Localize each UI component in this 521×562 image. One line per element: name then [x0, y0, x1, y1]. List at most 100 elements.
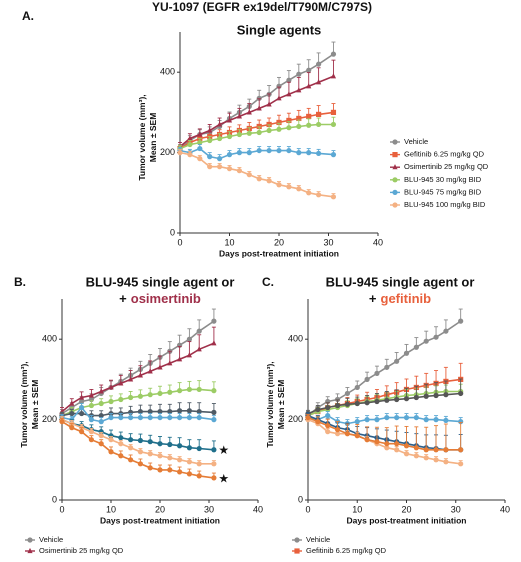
marker: [197, 145, 203, 152]
marker: [69, 425, 75, 431]
series-line: [61, 418, 214, 451]
marker: [330, 109, 337, 115]
marker: [325, 423, 331, 429]
marker: [296, 87, 302, 93]
marker: [325, 412, 331, 419]
y-tick-label: 200: [288, 414, 303, 424]
legend-label: Gefitinib 6.25 mg/kg QD: [306, 546, 387, 555]
marker: [394, 396, 400, 403]
marker: [196, 346, 202, 352]
marker: [196, 445, 202, 452]
marker: [266, 178, 272, 184]
marker: [276, 119, 282, 126]
y-axis-label: Tumor volume (mm³),Mean ± SEM: [19, 361, 40, 447]
marker: [433, 334, 439, 340]
marker: [403, 451, 410, 457]
marker: [137, 372, 143, 378]
marker: [315, 406, 321, 413]
marker: [118, 441, 124, 447]
marker: [384, 441, 390, 447]
marker: [334, 402, 341, 409]
marker: [374, 398, 380, 405]
marker: [316, 192, 322, 198]
marker: [211, 461, 217, 467]
marker: [330, 121, 337, 128]
marker: [458, 318, 464, 324]
marker: [354, 384, 360, 391]
marker: [211, 475, 217, 481]
marker: [147, 465, 153, 471]
x-tick-label: 20: [274, 237, 284, 247]
series-line: [61, 320, 215, 415]
y-axis-label-line: Mean ± SEM: [148, 113, 158, 163]
marker: [236, 113, 242, 119]
legend-label: BLU-945 30 mg/kg BID: [404, 175, 482, 184]
marker: [79, 429, 85, 435]
marker: [423, 417, 429, 423]
marker: [374, 439, 380, 445]
marker: [98, 441, 104, 447]
marker: [217, 156, 223, 162]
marker: [364, 417, 370, 423]
x-axis-label: Days post-treatment initiation: [219, 248, 339, 258]
marker: [118, 396, 124, 403]
marker: [296, 123, 302, 130]
marker: [177, 469, 183, 475]
chart-title: BLU-945 single agent or: [326, 274, 475, 289]
marker: [354, 400, 360, 407]
marker: [177, 356, 183, 362]
marker: [217, 164, 223, 170]
marker: [316, 79, 322, 85]
x-tick-label: 0: [59, 504, 64, 514]
marker: [108, 398, 114, 405]
series-line: [179, 53, 334, 150]
marker: [167, 441, 173, 448]
marker: [286, 147, 292, 154]
marker: [306, 190, 312, 196]
marker: [211, 388, 217, 394]
marker: [27, 537, 33, 543]
marker: [177, 408, 183, 414]
marker: [286, 91, 292, 97]
marker: [196, 386, 202, 393]
series-line: [179, 147, 334, 160]
marker: [433, 417, 439, 423]
legend-label: Osimertinib 25 mg/kg QD: [39, 546, 124, 555]
marker: [187, 152, 193, 158]
marker: [108, 449, 114, 455]
marker: [177, 414, 183, 421]
x-tick-label: 20: [401, 504, 411, 514]
marker: [196, 328, 202, 334]
x-tick-label: 10: [352, 504, 362, 514]
x-tick-label: 10: [224, 237, 234, 247]
x-tick-label: 20: [155, 504, 165, 514]
marker: [217, 135, 223, 142]
marker: [157, 453, 163, 459]
marker: [330, 194, 337, 200]
marker: [79, 410, 85, 417]
marker: [186, 459, 192, 465]
x-axis-label: Days post-treatment initiation: [347, 515, 467, 525]
y-tick-label: 400: [160, 67, 175, 77]
marker: [364, 400, 370, 406]
marker: [403, 414, 410, 421]
marker: [211, 417, 217, 423]
marker: [296, 115, 302, 122]
marker: [167, 455, 173, 461]
series-line: [179, 123, 334, 150]
x-tick-label: 40: [253, 504, 263, 514]
y-tick-label: 0: [52, 494, 57, 504]
marker: [394, 441, 400, 447]
marker: [384, 397, 390, 403]
subtitle-part: osimertinib: [131, 291, 201, 306]
marker: [167, 360, 173, 366]
marker: [186, 408, 192, 414]
marker: [344, 401, 350, 407]
marker: [177, 150, 183, 156]
marker: [286, 117, 292, 124]
legend-label: Vehicle: [404, 137, 428, 146]
marker: [306, 67, 312, 73]
marker: [137, 461, 143, 467]
marker: [196, 461, 202, 467]
marker: [266, 127, 272, 134]
